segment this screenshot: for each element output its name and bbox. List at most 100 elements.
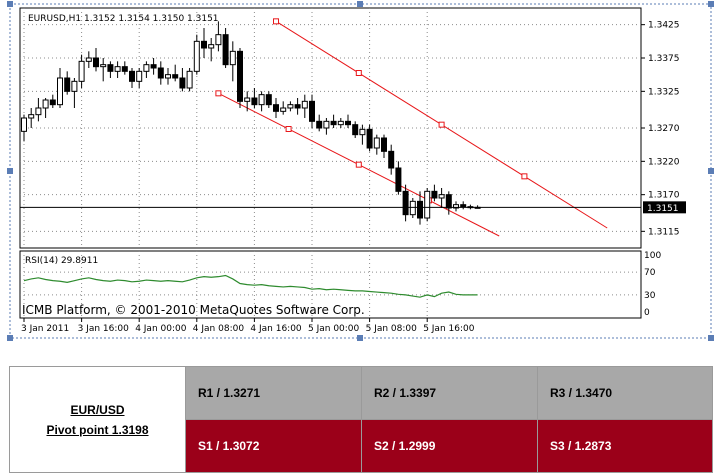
rsi-tick-label: 70 [644,268,656,278]
candle-bear [273,104,279,112]
candle-bull [359,128,366,136]
frame-handle-bm[interactable] [357,335,363,341]
candle-bull [337,120,344,126]
frame-handle-bl[interactable] [7,335,13,341]
candle-bull [193,40,200,72]
channel-anchor[interactable] [438,121,445,128]
time-tick-label: 5 Jan 00:00 [308,324,360,334]
candle-bull [114,66,121,72]
r3-cell: R3 / 1.3470 [537,366,713,420]
chart-frame: 1.3425 1.3375 1.3325 1.3270 1.3220 1.3170 1.31… [7,1,714,341]
current-price-label [643,201,686,214]
rsi-axis: 100 70 30 0 [644,251,661,318]
rsi-tick-label: 0 [644,308,650,318]
candle-bull [28,114,35,119]
candle-bear [64,77,71,92]
frame-handle-mr[interactable] [708,168,714,174]
price-tick-label: 1.3220 [648,157,680,167]
candle-bull [100,64,107,68]
s3-cell: S3 / 1.2873 [537,419,713,473]
pair-name: EUR/USD [70,402,125,417]
rsi-title: RSI(14) 29.8911 [25,256,98,266]
price-tick-label: 1.3115 [648,227,680,237]
candle-bear [107,64,114,72]
candle-bull [21,117,27,132]
candle-bear [222,34,229,66]
time-tick-label: 3 Jan 2011 [21,324,69,334]
candle-bear [172,74,179,79]
candle-bull [301,100,308,109]
candle-bull [287,104,294,109]
candle-bull [186,70,193,89]
candlesticks [21,21,481,225]
r2-cell: R2 / 1.3397 [361,366,538,420]
candle-bear [345,120,351,126]
candle-bull [373,137,380,149]
price-tick-label: 1.3170 [648,191,680,201]
candle-bull [244,97,251,102]
candle-bear [395,167,402,192]
candle-bull [215,34,222,46]
candle-bull [438,194,445,199]
candle-bull [78,60,85,82]
candle-bear [366,128,373,149]
candle-bear [179,77,186,89]
candle-bear [237,50,243,102]
time-tick-label: 4 Jan 08:00 [193,324,245,334]
rsi-tick-label: 30 [644,291,656,301]
price-tick-label: 1.3425 [648,21,680,31]
candle-bear [294,104,301,109]
candle-bull [409,200,416,216]
candle-bear [129,70,135,82]
frame-handle-br[interactable] [708,335,714,341]
time-tick-label: 5 Jan 16:00 [423,324,475,334]
candle-bull [323,120,330,129]
channel-anchor[interactable] [355,161,362,168]
candle-bull [136,70,143,82]
price-panel: 1.3425 1.3375 1.3325 1.3270 1.3220 1.3170 1.31… [19,7,686,249]
candle-bear [251,97,258,106]
candle-bear [445,194,452,209]
price-tick-label: 1.3375 [648,54,680,64]
rsi-tick-label: 100 [644,251,661,261]
channel-anchor[interactable] [521,173,528,180]
candle-bear [265,94,272,106]
channel-anchor[interactable] [285,126,292,132]
frame-handle-tl[interactable] [7,1,13,7]
time-axis: 3 Jan 2011 3 Jan 16:00 4 Jan 00:00 4 Jan 08… [21,318,475,334]
chart-title: EURUSD,H1 1.3152 1.3154 1.3150 1.3151 [28,14,219,24]
watermark: ICMB Platform, © 2001-2010 MetaQuotes So… [22,303,365,317]
candle-bear [93,57,99,68]
candle-bear [309,100,315,122]
frame-handle-ml[interactable] [7,168,13,174]
price-tick-label: 1.3325 [648,87,680,97]
pivot-point: Pivot point 1.3198 [46,422,149,437]
candle-bear [388,150,395,169]
candle-bull [208,44,215,49]
pivot-table: EUR/USD Pivot point 1.3198 R1 / 1.3271 R… [9,366,713,473]
candle-bull [258,94,265,106]
s1-cell: S1 / 1.3072 [185,419,362,473]
candle-bear [352,124,359,136]
price-panel-border [19,7,642,249]
candle-bear [316,120,323,129]
candle-bear [330,120,337,126]
candle-bull [424,190,431,219]
candle-bear [381,137,387,152]
candle-bear [402,190,409,216]
channel-anchor[interactable] [355,70,362,76]
candle-bear [201,40,207,49]
candle-bull [57,77,63,106]
frame-handle-tm[interactable] [357,1,363,7]
candle-bull [280,107,287,112]
channel-anchor[interactable] [215,90,222,97]
candle-bull [453,204,459,209]
candle-bull [229,50,236,66]
frame-handle-tr[interactable] [708,1,714,7]
channel-anchor[interactable] [273,18,279,25]
candle-bull [35,107,42,116]
rsi-panel: 100 70 30 0 RSI(14) 29.8911 ICMB Platform, … [19,250,661,319]
price-tick-label: 1.3270 [648,124,680,134]
candle-bear [460,204,467,208]
rsi-line [23,274,478,298]
